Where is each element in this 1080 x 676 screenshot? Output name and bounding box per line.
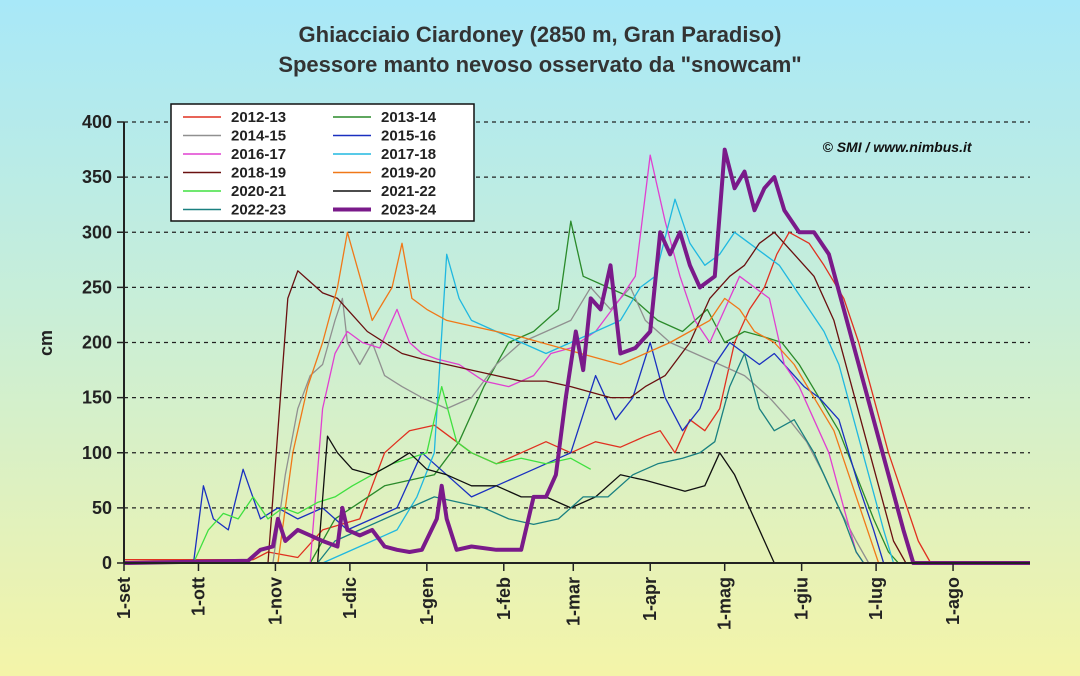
y-tick-label: 200 — [82, 333, 112, 353]
legend-label: 2021-22 — [381, 183, 436, 200]
series-line-2016-17 — [124, 154, 1030, 564]
x-tick-label: 1-feb — [494, 577, 514, 620]
series-line-2015-16 — [124, 341, 1030, 564]
x-tick-label: 1-mag — [715, 577, 735, 630]
series-line-2019-20 — [124, 231, 1030, 564]
series-line-2014-15 — [124, 286, 1030, 564]
y-tick-label: 0 — [102, 553, 112, 573]
x-tick-label: 1-lug — [866, 577, 886, 620]
x-tick-label: 1-giu — [792, 577, 812, 620]
y-tick-label: 100 — [82, 443, 112, 463]
legend-label: 2019-20 — [381, 165, 436, 182]
x-tick-label: 1-nov — [265, 577, 285, 625]
credit-text: © SMI / www.nimbus.it — [822, 139, 972, 155]
legend: 2012-13 2013-14 2014-15 2015-16 2016-17 2017-… — [183, 109, 437, 219]
legend-label: 2018-19 — [231, 165, 286, 182]
x-tick-label: 1-apr — [640, 577, 660, 621]
x-ticks: 1-set 1-ott 1-nov 1-dic 1-gen 1-feb 1-mar 1-apr… — [114, 563, 963, 630]
legend-label: 2017-18 — [381, 146, 436, 163]
legend-label: 2015-16 — [381, 128, 436, 145]
legend-label: 2023-24 — [381, 202, 437, 219]
legend-label: 2020-21 — [231, 183, 286, 200]
series-line-2023-24 — [123, 147, 1030, 565]
x-tick-label: 1-set — [114, 577, 134, 619]
legend-label: 2016-17 — [231, 146, 286, 163]
y-tick-label: 350 — [82, 167, 112, 187]
x-tick-label: 1-dic — [340, 577, 360, 619]
y-ticks: 0 50 100 150 200 250 300 350 400 — [82, 112, 124, 573]
legend-label: 2022-23 — [231, 202, 286, 219]
series-line-2020-21 — [124, 385, 592, 564]
y-tick-label: 250 — [82, 277, 112, 297]
legend-box — [170, 103, 475, 222]
series-line-2012-13 — [124, 231, 1030, 564]
x-tick-label: 1-gen — [417, 577, 437, 625]
grid — [124, 121, 1030, 509]
y-tick-label: 50 — [92, 498, 112, 518]
x-tick-label: 1-mar — [563, 577, 583, 626]
y-tick-label: 300 — [82, 222, 112, 242]
chart-title: Ghiacciaio Ciardoney (2850 m, Gran Parad… — [299, 22, 782, 47]
chart-subtitle: Spessore manto nevoso osservato da "snow… — [278, 52, 801, 77]
y-tick-label: 400 — [82, 112, 112, 132]
legend-label: 2014-15 — [231, 128, 286, 145]
series-group — [123, 147, 1030, 565]
series-line-2013-14 — [124, 220, 1030, 564]
series-line-2018-19 — [124, 231, 1030, 564]
x-tick-label: 1-ott — [188, 577, 208, 616]
series-line-2022-23 — [124, 352, 1030, 564]
legend-label: 2013-14 — [381, 109, 437, 126]
y-axis-label: cm — [36, 330, 56, 356]
y-tick-label: 150 — [82, 388, 112, 408]
legend-label: 2012-13 — [231, 109, 286, 126]
x-tick-label: 1-ago — [943, 577, 963, 625]
